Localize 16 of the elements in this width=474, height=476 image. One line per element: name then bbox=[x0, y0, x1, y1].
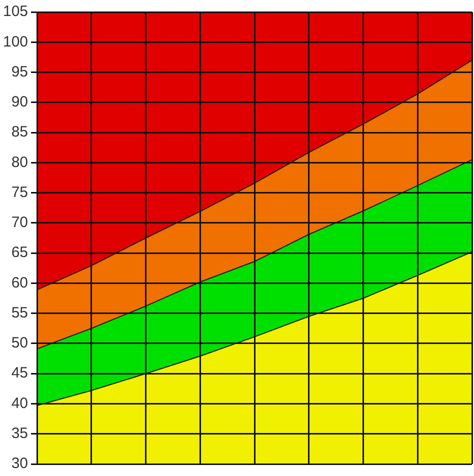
y-tick-label: 100 bbox=[2, 33, 28, 50]
y-tick-label: 75 bbox=[11, 184, 28, 201]
y-tick-label: 85 bbox=[11, 124, 28, 141]
y-tick-label: 45 bbox=[11, 364, 28, 382]
y-tick-label: 80 bbox=[11, 154, 28, 171]
y-tick-label: 50 bbox=[11, 334, 28, 352]
y-tick-label: 40 bbox=[11, 394, 28, 412]
y-tick-label: 70 bbox=[11, 214, 28, 232]
y-tick-label: 105 bbox=[2, 3, 28, 20]
y-tick-label: 30 bbox=[11, 455, 28, 472]
y-tick-label: 65 bbox=[11, 244, 28, 262]
y-tick-label: 35 bbox=[11, 425, 28, 442]
y-tick-label: 55 bbox=[11, 304, 28, 322]
y-tick-label: 90 bbox=[11, 94, 28, 111]
y-tick-label: 95 bbox=[11, 63, 28, 80]
y-tick-label: 60 bbox=[11, 274, 28, 292]
